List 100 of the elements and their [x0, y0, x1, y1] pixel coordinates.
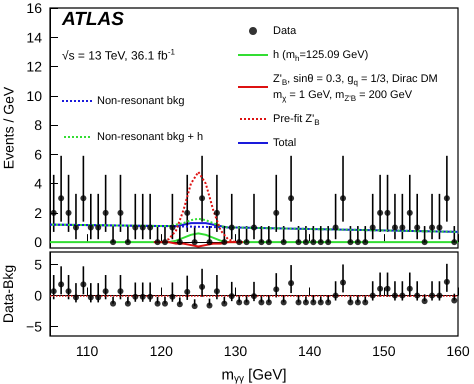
- point: [228, 224, 235, 231]
- point: [444, 195, 450, 202]
- point: [102, 210, 109, 216]
- point: [377, 286, 384, 292]
- point: [184, 288, 190, 295]
- y-tick-label: 16: [26, 0, 42, 16]
- point: [392, 224, 398, 231]
- point: [192, 303, 198, 310]
- point: [347, 239, 354, 246]
- legend-label: Data: [273, 25, 298, 37]
- point: [199, 284, 206, 290]
- legend-label: Non-resonant bkg: [97, 95, 184, 107]
- point: [72, 294, 79, 300]
- point: [318, 239, 324, 246]
- y-tick-label: 5: [34, 256, 42, 272]
- point: [429, 224, 436, 231]
- point: [251, 293, 257, 300]
- point: [102, 288, 109, 294]
- point: [58, 281, 64, 288]
- point: [347, 299, 354, 306]
- point: [214, 210, 220, 216]
- point: [124, 300, 131, 307]
- y-tick-label: 6: [34, 146, 42, 162]
- x-tick-label: 130: [224, 343, 248, 359]
- point: [354, 299, 361, 306]
- point: [280, 239, 287, 246]
- point: [176, 239, 183, 246]
- point: [310, 299, 316, 306]
- point: [266, 299, 272, 306]
- point: [266, 239, 272, 246]
- point: [66, 288, 72, 294]
- y-tick-label: 4: [34, 176, 42, 192]
- point: [362, 299, 368, 306]
- point: [50, 210, 57, 216]
- point: [58, 195, 64, 202]
- point: [162, 300, 168, 307]
- point: [184, 210, 190, 216]
- point: [258, 239, 264, 246]
- point: [66, 210, 72, 216]
- x-tick-label: 160: [446, 343, 470, 359]
- point: [392, 292, 398, 299]
- point: [50, 288, 57, 294]
- point: [318, 299, 324, 306]
- point: [422, 239, 428, 246]
- point: [296, 299, 302, 306]
- point: [296, 239, 302, 246]
- point: [422, 298, 428, 304]
- point: [147, 294, 154, 300]
- point: [302, 239, 309, 246]
- x-tick-label: 110: [76, 343, 98, 359]
- point: [384, 210, 391, 216]
- point: [72, 224, 79, 231]
- x-tick-label: 120: [150, 343, 174, 359]
- point: [147, 224, 154, 231]
- point: [110, 239, 116, 246]
- point: [451, 239, 458, 246]
- point: [377, 210, 384, 216]
- point: [199, 195, 206, 202]
- point: [325, 239, 332, 246]
- point: [228, 293, 235, 300]
- point: [132, 294, 138, 300]
- point: [88, 294, 94, 300]
- point: [436, 292, 442, 299]
- point: [154, 300, 161, 307]
- point: [429, 292, 436, 299]
- point: [117, 288, 124, 294]
- point: [325, 299, 332, 306]
- y-tick-label: 10: [26, 88, 42, 104]
- point: [436, 224, 442, 231]
- point: [117, 210, 124, 216]
- point: [332, 292, 339, 299]
- point: [451, 298, 458, 304]
- y-tick-label: 14: [26, 29, 42, 46]
- point: [414, 224, 420, 231]
- point: [140, 224, 146, 231]
- point: [273, 210, 280, 216]
- point: [88, 224, 94, 231]
- point: [354, 239, 361, 246]
- y-axis-title: Data-Bkg: [0, 264, 16, 324]
- point: [340, 195, 346, 202]
- y-tick-label: 0: [34, 288, 42, 304]
- point: [258, 299, 264, 306]
- point: [340, 279, 346, 286]
- annotation: ATLAS: [61, 9, 124, 30]
- point: [80, 281, 86, 288]
- point: [221, 239, 228, 246]
- point: [169, 294, 176, 300]
- line-series: [49, 218, 459, 233]
- point: [154, 239, 161, 246]
- point: [192, 239, 198, 246]
- legend-label: Non-resonant bkg + h: [97, 131, 204, 143]
- point: [140, 294, 146, 300]
- point: [236, 299, 242, 306]
- point: [110, 300, 116, 307]
- point: [176, 301, 183, 308]
- point: [384, 286, 391, 292]
- y-tick-label: −5: [26, 318, 42, 335]
- point: [302, 299, 309, 306]
- point: [244, 239, 250, 246]
- point: [162, 239, 168, 246]
